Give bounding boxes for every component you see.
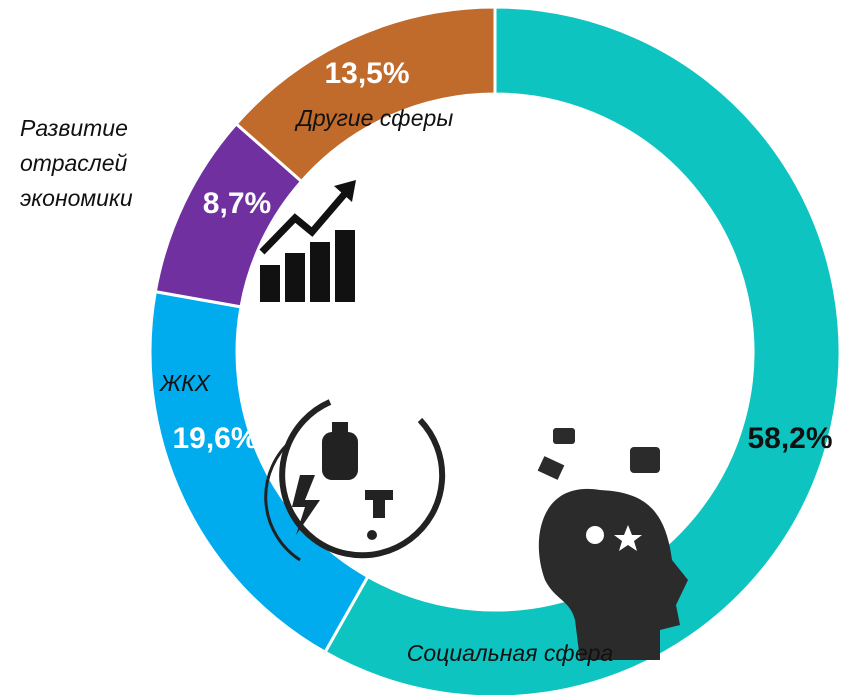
value-label: 8,7% xyxy=(203,187,271,220)
category-label: Другие сферы xyxy=(294,105,454,131)
donut-segment xyxy=(236,7,495,181)
chart: 58,2% 19,6% 8,7% 13,5% Социальная сфера ЖКХ Ра… xyxy=(0,0,851,695)
category-label: Социальная сфера xyxy=(407,640,613,666)
value-label: 19,6% xyxy=(172,422,257,455)
category-label: ЖКХ xyxy=(159,370,212,396)
value-label: 13,5% xyxy=(324,57,409,90)
value-label: 58,2% xyxy=(747,422,832,455)
